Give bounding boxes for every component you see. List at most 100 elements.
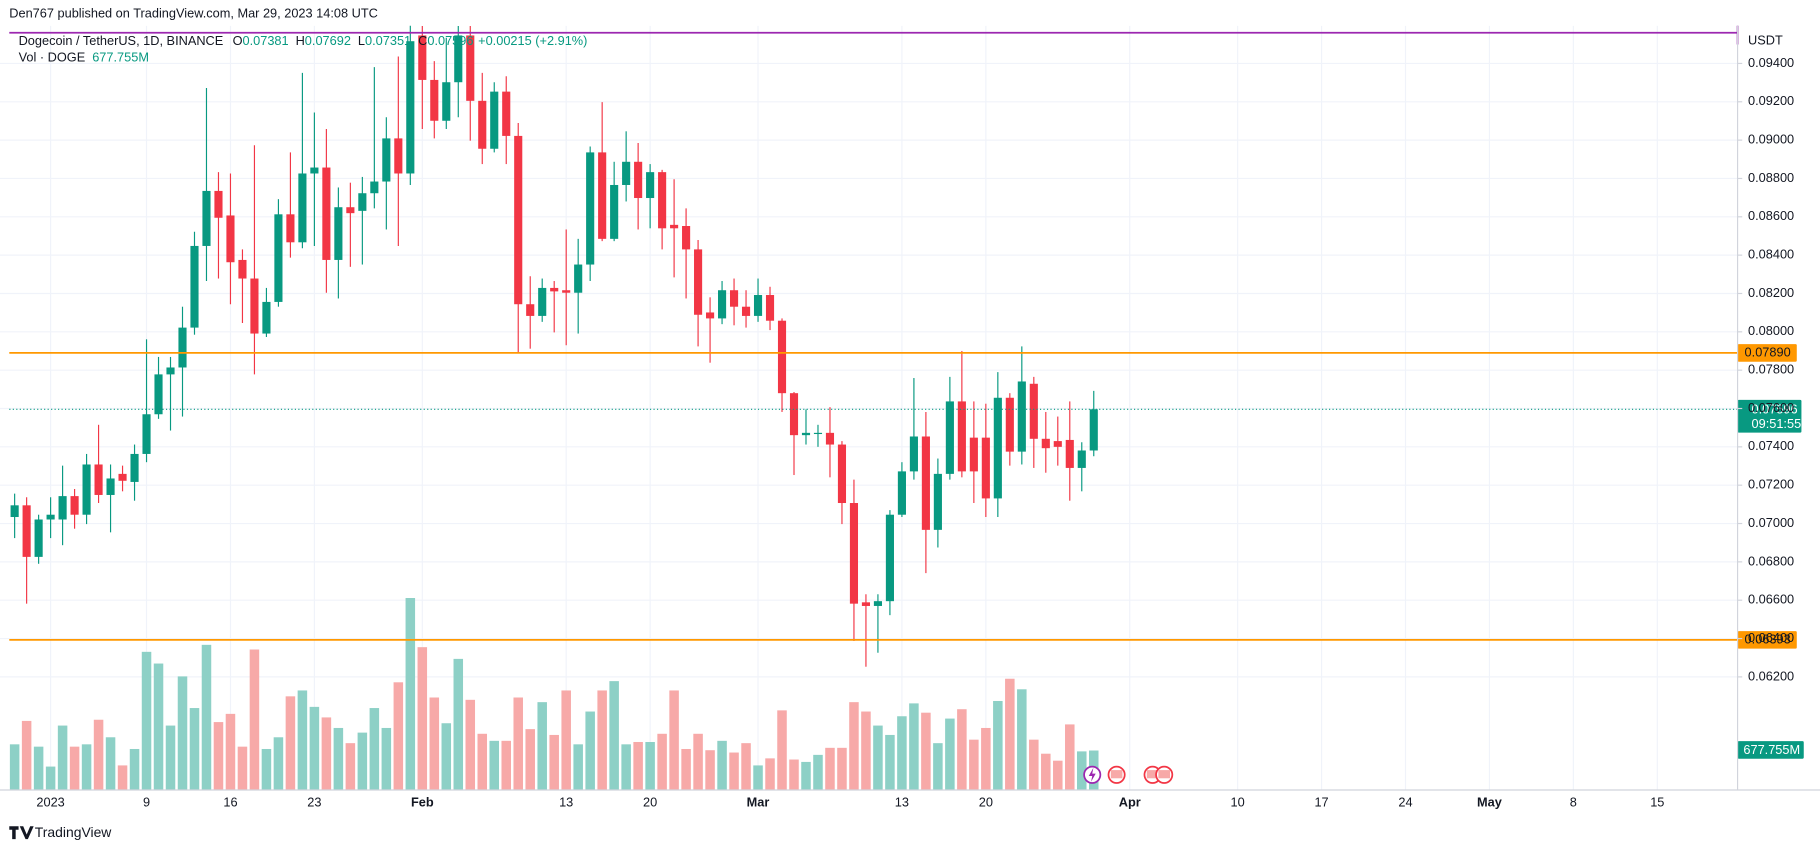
volume-bar: [477, 733, 488, 790]
y-tick-label: 0.07400: [1748, 438, 1794, 453]
level-label: 0.07890: [1745, 344, 1791, 359]
candle-body: [334, 207, 343, 260]
volume-bar: [9, 744, 20, 790]
legend-ohlc-key: H: [296, 33, 305, 48]
volume-bar: [285, 696, 296, 790]
candle-body: [142, 414, 151, 454]
y-tick-label: 0.09000: [1748, 131, 1794, 146]
candle-body: [22, 505, 31, 557]
x-tick-label: 24: [1398, 794, 1412, 809]
candle-body: [238, 259, 247, 279]
candle-body: [178, 327, 187, 368]
x-tick-label: 20: [643, 794, 657, 809]
candle-body: [622, 161, 631, 185]
x-tick-label: Apr: [1119, 794, 1141, 809]
x-tick-label: 20: [979, 794, 993, 809]
candle-body: [849, 503, 859, 604]
candle-body: [1029, 383, 1038, 439]
y-tick-label: 0.08800: [1748, 170, 1794, 185]
candle-body: [813, 432, 823, 435]
volume-bar: [237, 746, 248, 790]
volume-bar: [357, 732, 368, 790]
candle-body: [250, 278, 259, 334]
legend-ohlc-value: 0.07381: [242, 33, 288, 48]
x-tick-label: 16: [223, 794, 237, 809]
candle-body: [310, 167, 319, 174]
candle-body: [274, 214, 283, 302]
volume-bar: [273, 737, 284, 790]
event-icons: [1083, 765, 1174, 784]
volume-bar: [693, 733, 703, 790]
candle-body: [861, 602, 871, 606]
candle-body: [298, 173, 307, 243]
volume-bar: [1077, 751, 1087, 790]
volume-bar: [141, 651, 152, 790]
candle-body: [670, 224, 679, 229]
x-tick-label: 13: [559, 794, 573, 809]
candle-body: [717, 290, 727, 319]
candle-body: [526, 304, 535, 316]
volume-bar: [1005, 678, 1015, 790]
legend-ohlc-key: L: [358, 33, 365, 48]
candle-body: [658, 172, 667, 229]
volume-bar: [1029, 739, 1039, 790]
y-tick-label: 0.06600: [1748, 592, 1794, 607]
volume-bar: [525, 729, 535, 790]
candle-body: [1017, 381, 1026, 452]
y-tick-label: 0.07800: [1748, 362, 1794, 377]
candle-body: [70, 496, 79, 515]
y-tick-label: 0.09200: [1748, 93, 1794, 108]
header: Den767 published on TradingView.com, Mar…: [9, 5, 378, 20]
candle-body: [933, 473, 942, 530]
y-tick-label: 0.08200: [1748, 285, 1794, 300]
candle-body: [550, 287, 559, 292]
legend-ohlc: Dogecoin / TetherUS, 1D, BINANCE O0.07381…: [19, 33, 588, 48]
x-tick-label: 9: [143, 794, 150, 809]
candle-body: [478, 100, 487, 149]
volume-bar: [897, 716, 907, 790]
volume-bar: [69, 746, 80, 790]
candle-body: [706, 312, 715, 319]
candle-body: [610, 184, 619, 239]
volume-bar: [1053, 760, 1063, 790]
candle-body: [729, 290, 739, 307]
candle-body: [1065, 439, 1074, 468]
y-tick-label: 0.06800: [1748, 553, 1794, 568]
volume-bar: [405, 598, 416, 790]
volume-bar: [669, 690, 679, 790]
candle-body: [1053, 441, 1062, 447]
legend-symbol: Dogecoin / TetherUS, 1D, BINANCE: [19, 33, 224, 48]
footer: TradingView: [35, 824, 112, 840]
event-icon-glyph: [1146, 770, 1159, 779]
volume-bar: [717, 740, 727, 790]
legend-ohlc-value: 0.07692: [305, 33, 351, 48]
volume-bar: [933, 743, 943, 790]
x-tick-label: May: [1477, 794, 1503, 809]
volume-bar: [381, 727, 392, 790]
volume-bar: [57, 725, 68, 790]
candle-body: [694, 249, 703, 315]
volume-bar: [189, 708, 200, 790]
candle-body: [10, 505, 19, 518]
volume-bar: [609, 681, 619, 790]
volume-bar: [561, 690, 571, 790]
candle-body: [909, 436, 918, 472]
volume-bar: [825, 747, 835, 790]
candle-body: [586, 152, 595, 265]
legend-ohlc-value: 0.07596: [427, 33, 473, 48]
x-tick-label: 10: [1231, 794, 1245, 809]
volume-bar: [597, 690, 607, 790]
candle-body: [202, 190, 211, 246]
volume-bar: [201, 644, 212, 790]
candle-body: [825, 432, 835, 445]
volume-bar: [981, 727, 991, 790]
legend: Dogecoin / TetherUS, 1D, BINANCE O0.07381…: [19, 33, 588, 64]
candle-body: [765, 295, 775, 321]
volume-bar: [705, 750, 715, 790]
candle-body: [514, 135, 523, 305]
candle-body: [741, 306, 751, 316]
volume-bar: [753, 765, 763, 790]
volume-bar: [909, 703, 919, 790]
